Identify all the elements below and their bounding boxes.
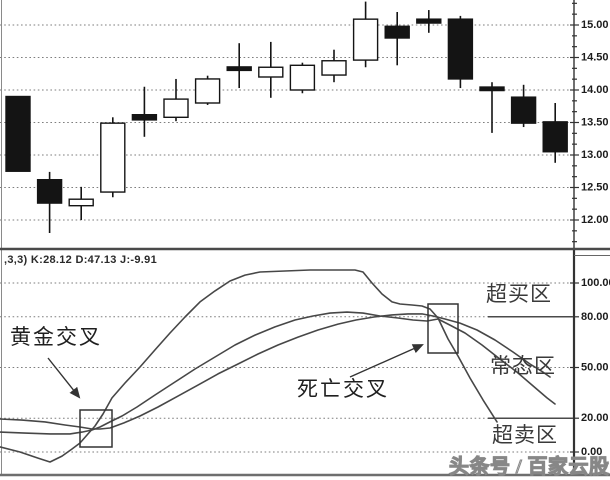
- golden-cross-box: [79, 409, 113, 448]
- death-cross-arrow: [349, 344, 424, 378]
- candle-body: [36, 178, 63, 204]
- candle-body: [384, 25, 410, 39]
- candle-body: [352, 18, 379, 61]
- overbought-zone-label: 超买区: [486, 282, 552, 306]
- candle-body: [416, 18, 442, 24]
- kdj-axis-label: 100.00: [581, 277, 610, 289]
- normal-zone-label: 常态区: [490, 354, 556, 378]
- candle-body: [510, 96, 537, 124]
- candle-body: [258, 66, 284, 78]
- price-axis-label: 15.00: [581, 19, 609, 31]
- candle-body: [321, 60, 347, 76]
- candle-body: [289, 64, 316, 91]
- price-axis-label: 12.00: [581, 214, 609, 226]
- kdj-indicator-header: ,3,3) K:28.12 D:47.13 J:-9.91: [4, 254, 157, 266]
- price-axis-label: 14.00: [581, 84, 609, 96]
- death-cross-label: 死亡交叉: [297, 377, 389, 401]
- candle-body: [479, 86, 505, 92]
- golden-cross-arrow: [47, 357, 81, 399]
- candle-body: [163, 98, 189, 118]
- candle-body: [68, 198, 94, 207]
- price-axis-label: 13.00: [581, 149, 609, 161]
- candle-body: [100, 122, 126, 193]
- kdj-axis-label: 50.00: [581, 362, 609, 374]
- candle-body: [447, 18, 474, 80]
- kdj-axis-label: 0.00: [581, 446, 602, 458]
- candle-body: [5, 95, 31, 172]
- kdj-axis-label: 80.00: [581, 311, 609, 323]
- watermark: 头条号 / 百家云股: [449, 456, 610, 479]
- golden-cross-label: 黄金交叉: [10, 325, 102, 349]
- price-axis-label: 12.50: [581, 182, 609, 194]
- oversold-zone-label: 超卖区: [492, 423, 558, 447]
- kdj-line-K: [0, 311, 556, 435]
- candle-body: [194, 78, 221, 104]
- kdj-axis-label: 20.00: [581, 412, 609, 424]
- candle-body: [542, 121, 568, 153]
- price-axis-label: 14.50: [581, 52, 609, 64]
- candle-body: [226, 66, 252, 72]
- price-axis-label: 13.50: [581, 117, 609, 129]
- death-cross-box: [427, 303, 459, 354]
- candle-body: [131, 113, 158, 121]
